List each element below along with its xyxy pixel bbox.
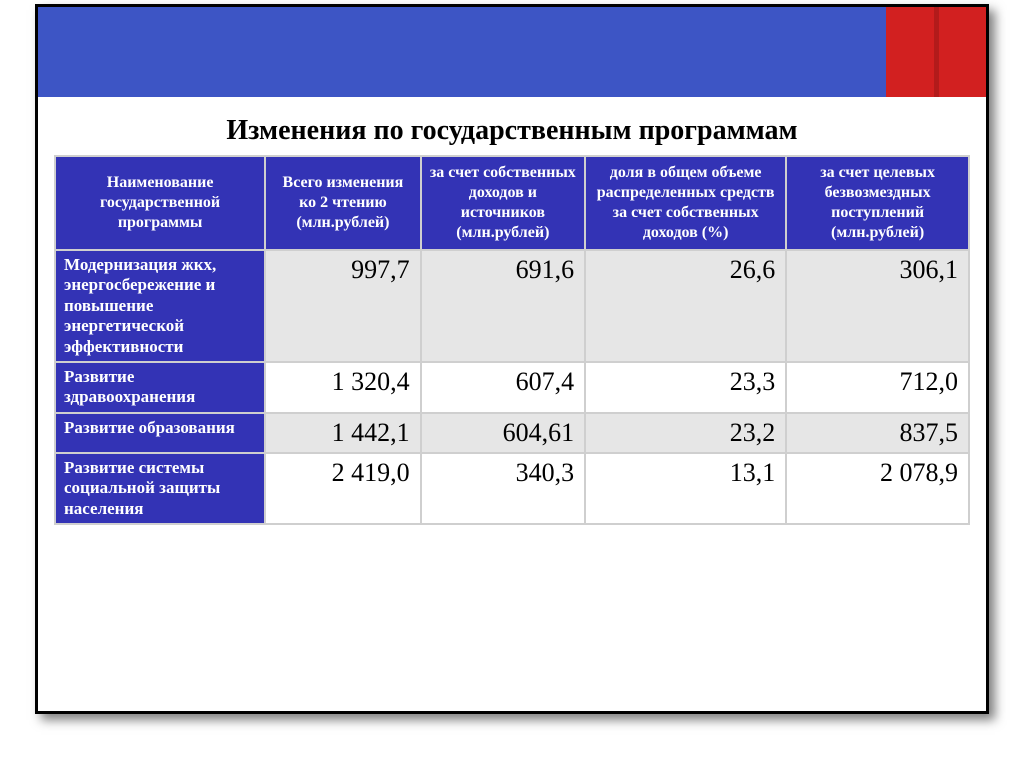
table-row: Развитие системы социальной защиты насел… — [55, 453, 969, 524]
cell-value: 26,6 — [585, 250, 786, 362]
col-header: Всего изменения ко 2 чтению (млн.рублей) — [265, 156, 420, 250]
cell-value: 997,7 — [265, 250, 420, 362]
row-name: Развитие системы социальной защиты насел… — [55, 453, 265, 524]
cell-value: 2 078,9 — [786, 453, 969, 524]
row-name: Модернизация жкх, энергосбережение и пов… — [55, 250, 265, 362]
col-header: за счет собственных доходов и источников… — [421, 156, 586, 250]
cell-value: 2 419,0 — [265, 453, 420, 524]
programs-table: Наименование государственной программы В… — [54, 155, 970, 525]
table-row: Развитие здравоохранения 1 320,4 607,4 2… — [55, 362, 969, 413]
cell-value: 712,0 — [786, 362, 969, 413]
slide-frame: Изменения по государственным программам … — [35, 4, 989, 714]
row-name: Развитие здравоохранения — [55, 362, 265, 413]
page-title: Изменения по государственным программам — [54, 115, 970, 147]
cell-value: 23,3 — [585, 362, 786, 413]
cell-value: 1 442,1 — [265, 413, 420, 453]
cell-value: 604,61 — [421, 413, 586, 453]
header-band — [38, 7, 986, 97]
col-header: доля в общем объеме распределенных средс… — [585, 156, 786, 250]
cell-value: 306,1 — [786, 250, 969, 362]
content-area: Изменения по государственным программам … — [38, 97, 986, 525]
row-name: Развитие образования — [55, 413, 265, 453]
cell-value: 1 320,4 — [265, 362, 420, 413]
table-row: Модернизация жкх, энергосбережение и пов… — [55, 250, 969, 362]
table-header-row: Наименование государственной программы В… — [55, 156, 969, 250]
cell-value: 340,3 — [421, 453, 586, 524]
cell-value: 13,1 — [585, 453, 786, 524]
cell-value: 691,6 — [421, 250, 586, 362]
cell-value: 837,5 — [786, 413, 969, 453]
col-header: за счет целевых безвозмездных поступлени… — [786, 156, 969, 250]
col-header: Наименование государственной программы — [55, 156, 265, 250]
cell-value: 607,4 — [421, 362, 586, 413]
header-red-block — [886, 7, 986, 97]
cell-value: 23,2 — [585, 413, 786, 453]
table-row: Развитие образования 1 442,1 604,61 23,2… — [55, 413, 969, 453]
